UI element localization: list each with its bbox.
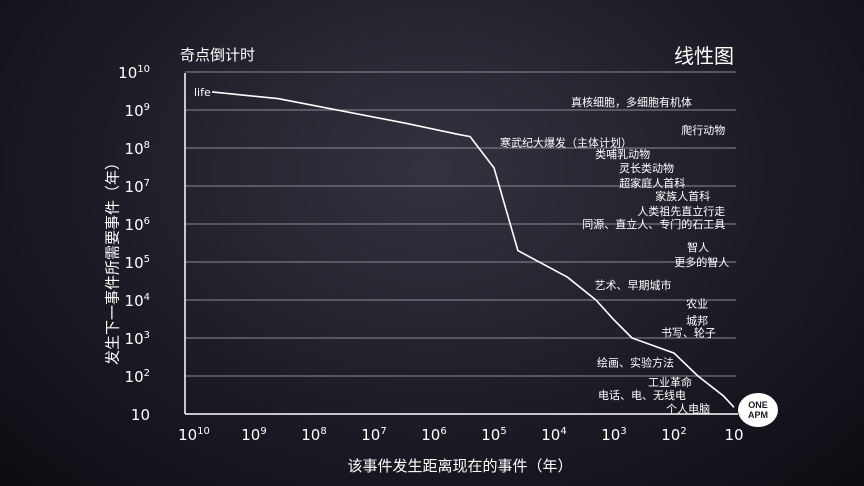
y-tick-label: 103 — [125, 330, 150, 348]
event-annotation: 家族人首科 — [655, 189, 710, 203]
event-annotation: 城邦 — [686, 314, 708, 327]
x-tick-label: 104 — [541, 426, 566, 444]
event-annotation: 类哺乳动物 — [595, 147, 650, 161]
y-tick-label: 105 — [125, 254, 150, 272]
event-annotations: life 真核细胞，多细胞有机体爬行动物寒武纪大爆发（主体计划）类哺乳动物灵长类动… — [194, 86, 729, 416]
event-annotation: life — [194, 86, 211, 99]
y-tick-label: 106 — [125, 216, 150, 234]
event-annotation: 农业 — [686, 297, 708, 311]
one-apm-logo: ONE APM — [738, 393, 778, 427]
event-annotation: 电话、电、无线电 — [598, 388, 686, 402]
x-tick-label: 109 — [241, 426, 266, 444]
event-annotation: 超家庭人首科 — [619, 176, 685, 190]
x-axis-label: 该事件发生距离现在的事件（年） — [347, 457, 573, 475]
x-tick-label: 1010 — [178, 426, 210, 444]
y-tick-label: 107 — [125, 178, 150, 196]
y-tick-label: 109 — [125, 102, 150, 120]
event-annotation: 智人 — [687, 240, 709, 254]
y-tick-label: 10 — [131, 406, 150, 424]
x-tick-label: 102 — [661, 426, 686, 444]
chart-title: 奇点倒计时 — [180, 46, 256, 64]
event-annotation: 书写、轮子 — [661, 325, 716, 339]
event-annotation: 人类祖先直立行走 — [637, 204, 725, 218]
event-annotation: 更多的智人 — [674, 255, 729, 269]
y-tick-label: 102 — [125, 368, 150, 386]
x-tick-label: 108 — [301, 426, 326, 444]
y-tick-label: 108 — [125, 140, 150, 158]
corner-title: 线性图 — [674, 44, 734, 68]
event-annotation: 绘画、实验方法 — [597, 355, 674, 369]
countdown-curve — [212, 91, 735, 408]
x-tick-label: 10 — [724, 426, 743, 444]
x-tick-label: 103 — [601, 426, 626, 444]
event-annotation: 爬行动物 — [681, 123, 725, 137]
event-annotation: 寒武纪大爆发（主体计划） — [500, 135, 632, 149]
x-tick-label: 105 — [481, 426, 506, 444]
y-tick-label: 104 — [125, 292, 150, 310]
event-annotation: 真核细胞，多细胞有机体 — [571, 95, 692, 109]
event-annotation: 灵长类动物 — [619, 161, 674, 175]
x-tick-label: 106 — [421, 426, 446, 444]
grid-lines — [185, 71, 736, 377]
x-tick-label: 107 — [361, 426, 386, 444]
event-annotation: 工业革命 — [648, 375, 692, 389]
event-annotation: 艺术、早期城市 — [595, 278, 672, 292]
y-tick-labels: 1010 109 108 107 106 105 104 103 102 10 — [118, 64, 150, 424]
event-annotation: 个人电脑 — [666, 402, 710, 415]
event-annotation: 同源、直立人、专门的石工具 — [582, 217, 725, 231]
y-tick-label: 1010 — [118, 64, 150, 82]
x-tick-labels: 1010 109 108 107 106 105 104 103 102 10 — [178, 426, 743, 444]
